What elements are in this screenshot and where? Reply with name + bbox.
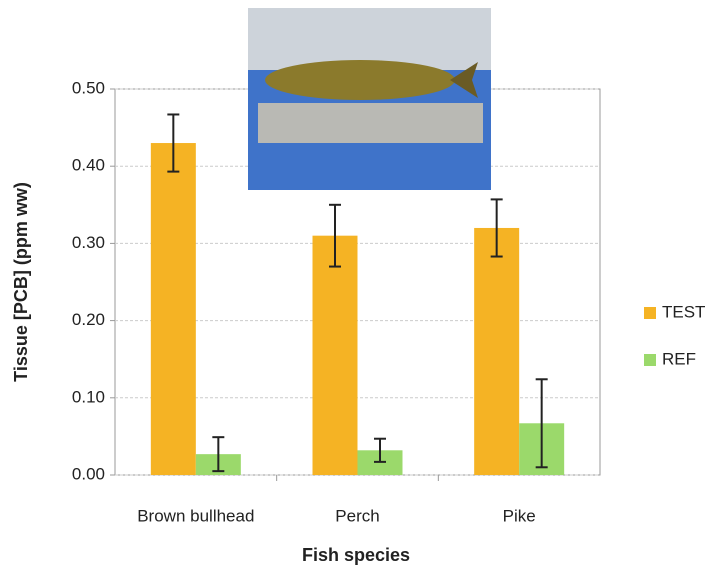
- bar: [151, 143, 196, 475]
- fish-photo: [248, 8, 491, 190]
- x-tick-label: Brown bullhead: [137, 506, 254, 525]
- bar: [474, 228, 519, 475]
- legend-label: REF: [662, 349, 696, 368]
- x-tick-label: Pike: [503, 506, 536, 525]
- y-tick-label: 0.00: [72, 464, 105, 483]
- chart: Fish species Tissue [PCB] (ppm ww) 0.00 0…: [0, 0, 714, 573]
- bar: [313, 236, 358, 475]
- y-tick-label: 0.50: [72, 78, 105, 97]
- x-tick-label: Perch: [335, 506, 379, 525]
- x-axis-title: Fish species: [302, 545, 410, 565]
- y-axis-title: Tissue [PCB] (ppm ww): [11, 182, 31, 382]
- legend-swatch: [644, 354, 656, 366]
- y-tick-label: 0.10: [72, 387, 105, 406]
- y-tick-label: 0.30: [72, 233, 105, 252]
- legend-label: TEST: [662, 302, 705, 321]
- legend-swatch: [644, 307, 656, 319]
- y-tick-label: 0.40: [72, 156, 105, 175]
- y-tick-label: 0.20: [72, 310, 105, 329]
